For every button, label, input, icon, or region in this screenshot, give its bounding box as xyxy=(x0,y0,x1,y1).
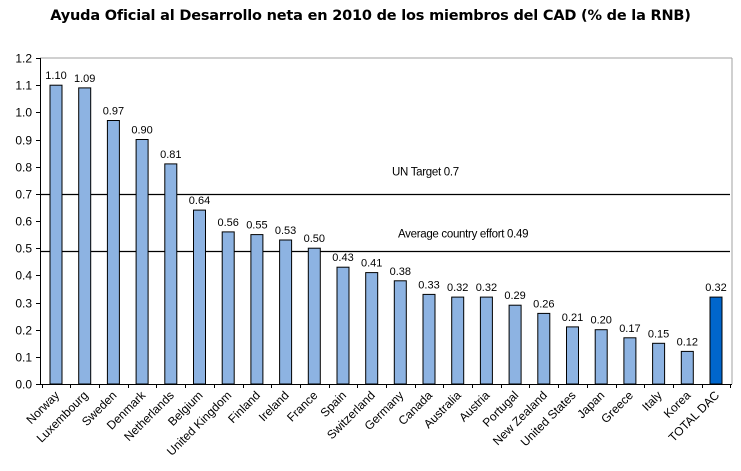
y-tick-label: 0.5 xyxy=(15,242,32,256)
bar-italy xyxy=(652,342,666,385)
value-label: 0.64 xyxy=(189,195,210,207)
y-tick-label: 1.1 xyxy=(15,79,32,93)
y-tick-label: 0.9 xyxy=(15,134,32,148)
y-tick-label: 0.8 xyxy=(15,161,32,175)
y-tick-label: 1.0 xyxy=(15,106,32,120)
category-label: Greece xyxy=(598,388,636,426)
bar-united-states xyxy=(566,326,579,385)
value-label: 0.50 xyxy=(304,233,325,245)
y-tick-label: 0.4 xyxy=(15,269,32,283)
value-label: 0.32 xyxy=(476,282,497,294)
bar-japan xyxy=(594,329,608,385)
category-label: France xyxy=(284,388,321,425)
y-tick-label: 0.6 xyxy=(15,215,32,229)
bar-new-zealand xyxy=(537,312,551,385)
value-label: 0.43 xyxy=(332,252,353,264)
category-label: Ireland xyxy=(256,388,292,424)
value-label: 0.32 xyxy=(447,282,468,294)
value-label: 0.33 xyxy=(418,279,439,291)
y-tick-label: 0.3 xyxy=(15,297,32,311)
bar-korea xyxy=(680,350,694,385)
y-tick-label: 0.7 xyxy=(15,188,32,202)
bar-greece xyxy=(623,337,637,385)
bar-austria xyxy=(479,296,493,385)
bar-germany xyxy=(393,280,407,385)
bar-norway xyxy=(49,84,63,385)
value-label: 1.09 xyxy=(74,73,95,85)
bar-sweden xyxy=(106,120,120,385)
value-label: 0.97 xyxy=(103,106,124,118)
bar-united-kingdom xyxy=(221,231,235,385)
bar-netherlands xyxy=(164,163,178,385)
bar-total-dac xyxy=(709,296,723,385)
y-tick-label: 1.2 xyxy=(15,52,32,66)
value-label: 0.81 xyxy=(160,149,181,161)
bar-finland xyxy=(250,234,264,385)
bar-portugal xyxy=(508,304,522,385)
bar-denmark xyxy=(135,139,149,385)
value-label: 0.41 xyxy=(361,258,382,270)
value-label: 0.32 xyxy=(705,282,726,294)
bar-spain xyxy=(336,266,350,385)
bar-ireland xyxy=(279,239,293,385)
value-label: 0.17 xyxy=(619,323,640,335)
value-label: 0.29 xyxy=(504,290,525,302)
value-label: 0.90 xyxy=(131,125,152,137)
value-label: 0.38 xyxy=(390,266,411,278)
reference-label-un-target: UN Target 0.7 xyxy=(392,167,459,179)
chart-title: Ayuda Oficial al Desarrollo neta en 2010… xyxy=(50,8,691,24)
bar-switzerland xyxy=(365,272,379,385)
bar-france xyxy=(307,247,321,385)
value-label: 0.56 xyxy=(217,217,238,229)
value-label: 1.10 xyxy=(45,70,66,82)
y-tick-label: 0.1 xyxy=(15,351,32,365)
value-label: 0.15 xyxy=(648,328,669,340)
value-label: 0.53 xyxy=(275,225,296,237)
bar-belgium xyxy=(193,209,206,385)
value-label: 0.55 xyxy=(246,220,267,232)
reference-label-average-effort: Average country effort 0.49 xyxy=(398,229,528,241)
value-label: 0.12 xyxy=(677,336,698,348)
value-label: 0.21 xyxy=(562,312,583,324)
bar-australia xyxy=(451,296,465,385)
y-tick-label: 0.0 xyxy=(15,378,32,392)
bar-luxembourg xyxy=(78,87,92,385)
value-label: 0.20 xyxy=(590,315,611,327)
y-tick-label: 0.2 xyxy=(15,324,32,338)
category-label: Finland xyxy=(225,388,263,426)
value-label: 0.26 xyxy=(533,298,554,310)
bar-canada xyxy=(422,293,436,385)
